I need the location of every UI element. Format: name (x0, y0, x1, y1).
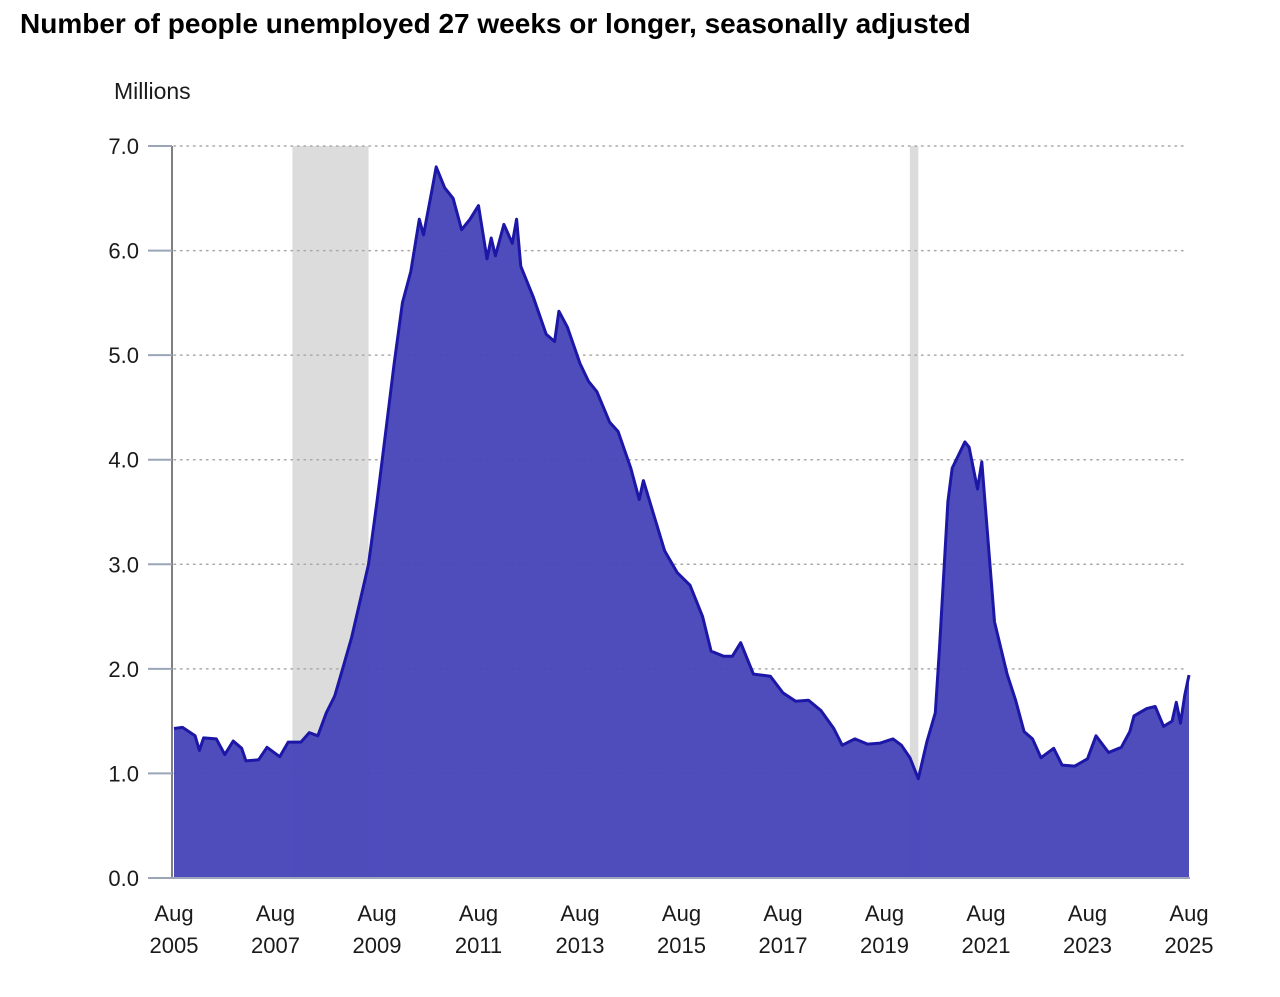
y-axis-label: Millions (114, 78, 191, 104)
x-tick-year: 2011 (455, 933, 502, 958)
y-tick-label-3: 3.0 (108, 552, 139, 577)
x-tick-year: 2017 (759, 933, 808, 958)
x-tick-label-0: Aug 2005 (150, 901, 199, 958)
x-tick-month: Aug (560, 901, 599, 926)
x-tick-year: 2005 (150, 933, 199, 958)
x-tick-year: 2013 (556, 933, 605, 958)
x-tick-month: Aug (1169, 901, 1208, 926)
x-tick-year: 2021 (962, 933, 1011, 958)
x-tick-label-7: Aug 2019 (860, 901, 909, 958)
series-line (173, 165, 1191, 781)
x-tick-year: 2015 (657, 933, 706, 958)
x-tick-month: Aug (256, 901, 295, 926)
x-tick-month: Aug (357, 901, 396, 926)
y-tick-label-6: 6.0 (108, 239, 139, 264)
y-tick-label-1: 1.0 (108, 761, 139, 786)
x-tick-label-9: Aug 2023 (1063, 901, 1112, 958)
y-tick-label-0: 0.0 (108, 866, 139, 891)
x-tick-labels: Aug 2005 Aug 2007 Aug 2009 Aug 2011 Aug 2013 Aug 20… (150, 901, 1214, 958)
x-tick-month: Aug (763, 901, 802, 926)
y-tick-label-2: 2.0 (108, 657, 139, 682)
x-tick-label-3: Aug 2011 (455, 901, 502, 958)
axes (148, 145, 1190, 879)
y-tick-label-5: 5.0 (108, 343, 139, 368)
x-tick-year: 2025 (1165, 933, 1214, 958)
x-tick-month: Aug (459, 901, 498, 926)
x-tick-year: 2019 (860, 933, 909, 958)
x-tick-year: 2023 (1063, 933, 1112, 958)
x-tick-year: 2007 (251, 933, 300, 958)
series-area (173, 165, 1191, 878)
x-tick-month: Aug (662, 901, 701, 926)
chart-title: Number of people unemployed 27 weeks or … (20, 8, 971, 39)
x-tick-label-2: Aug 2009 (353, 901, 402, 958)
y-tick-label-4: 4.0 (108, 448, 139, 473)
y-tick-labels: 0.0 1.0 2.0 3.0 4.0 5.0 6.0 7.0 (108, 134, 139, 891)
recession-bar-1 (909, 146, 919, 878)
x-tick-label-4: Aug 2013 (556, 901, 605, 958)
x-tick-month: Aug (1068, 901, 1107, 926)
x-tick-label-6: Aug 2017 (759, 901, 808, 958)
x-tick-label-5: Aug 2015 (657, 901, 706, 958)
x-tick-month: Aug (966, 901, 1005, 926)
x-tick-label-1: Aug 2007 (251, 901, 300, 958)
x-tick-year: 2009 (353, 933, 402, 958)
x-tick-month: Aug (865, 901, 904, 926)
y-tick-label-7: 7.0 (108, 134, 139, 159)
x-tick-label-10: Aug 2025 (1165, 901, 1214, 958)
series-area-fill (174, 166, 1189, 878)
x-tick-month: Aug (154, 901, 193, 926)
x-tick-label-8: Aug 2021 (962, 901, 1011, 958)
